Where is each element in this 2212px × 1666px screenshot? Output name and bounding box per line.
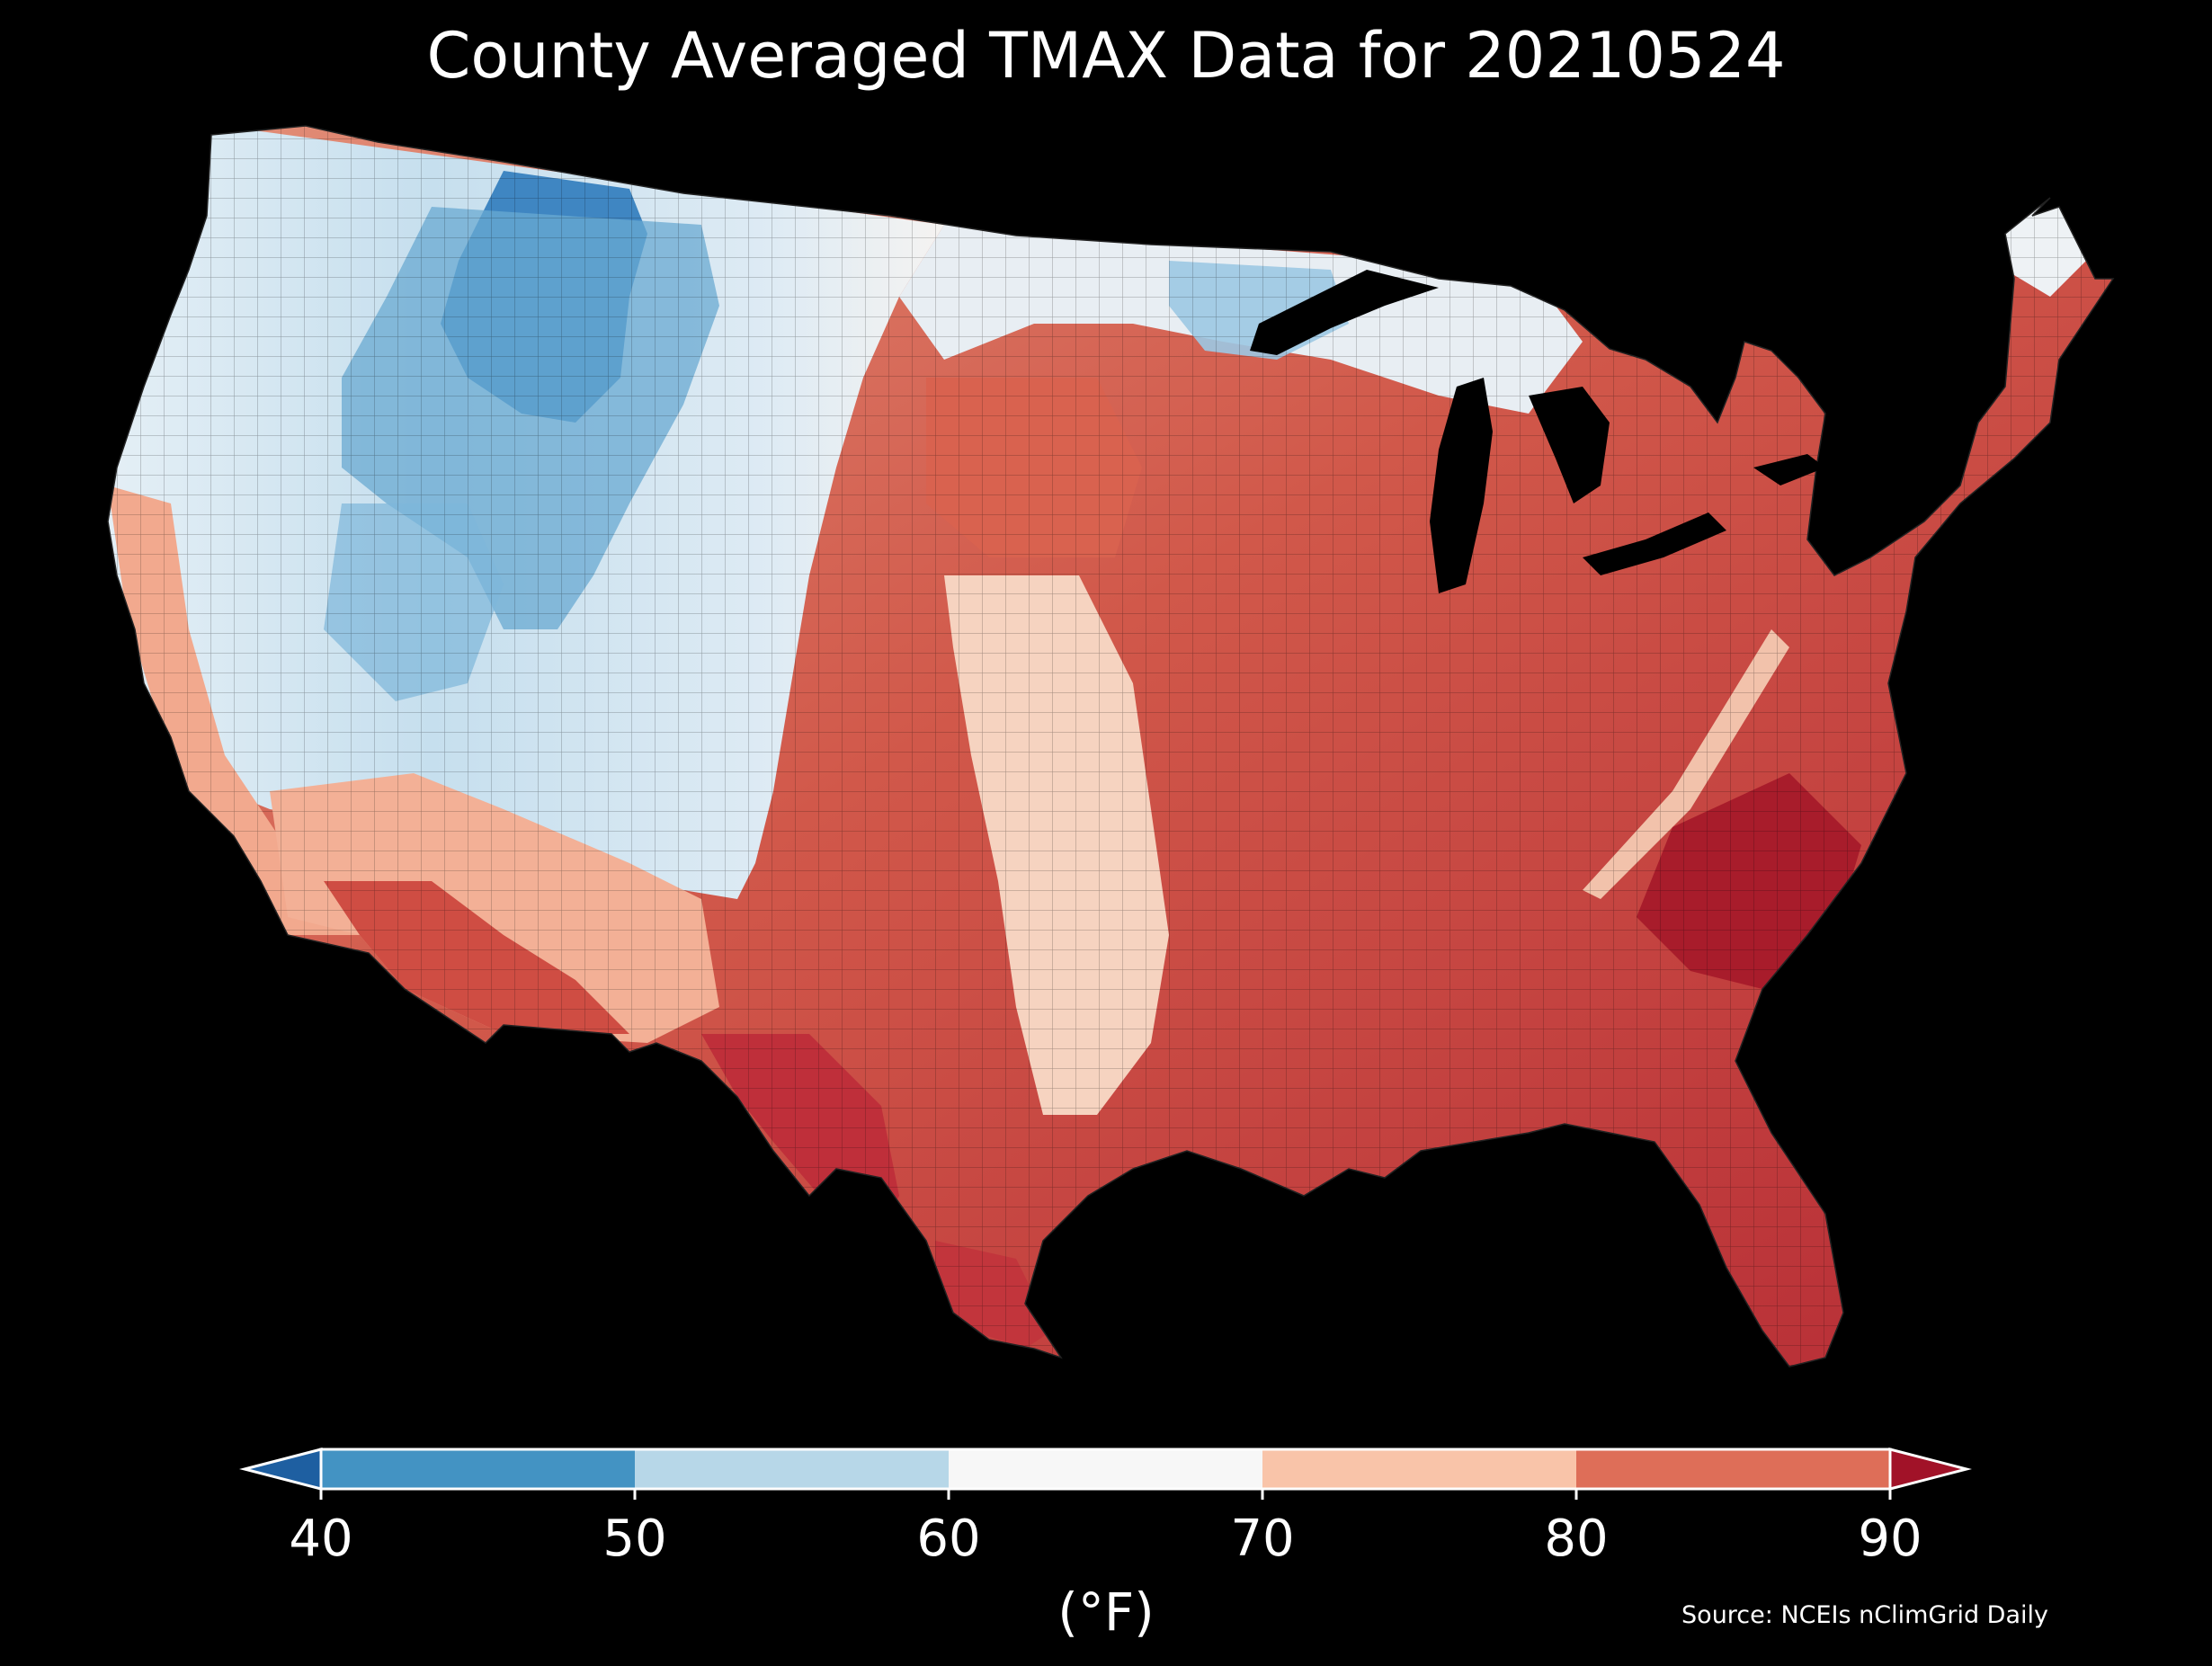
lake-erie (1583, 512, 1726, 575)
source-credit: Source: NCEIs nClimGrid Daily (1681, 1601, 2048, 1629)
lake-superior (1250, 270, 1439, 355)
colorbar-units-label: (°F) (1057, 1581, 1155, 1643)
colorbar-tick-label: 50 (602, 1510, 667, 1568)
colorbar-over-extension (1888, 1448, 1972, 1491)
colorbar-tick-label: 90 (1858, 1510, 1922, 1568)
colorbar-bin (321, 1449, 635, 1489)
conus-border (107, 125, 2115, 1368)
colorbar-under-extension (239, 1448, 323, 1491)
colorbar-bin (1576, 1449, 1890, 1489)
colorbar-tick-label: 60 (916, 1510, 981, 1568)
colorbar-bin (1262, 1449, 1576, 1489)
colorbar-bin (635, 1449, 949, 1489)
colorbar (239, 1448, 1972, 1500)
lake-huron (1529, 387, 1610, 503)
upstate-ny-cool (1834, 342, 1978, 432)
colorbar-tick-label: 80 (1544, 1510, 1609, 1568)
lake-ontario (1753, 454, 1825, 486)
great-lakes (1250, 270, 1825, 593)
map-title: County Averaged TMAX Data for 20210524 (426, 19, 1786, 93)
colorbar-bin (949, 1449, 1262, 1489)
colorbar-ticks (319, 1489, 1892, 1500)
colorbar-frame (319, 1448, 1892, 1491)
us-county-temperature-map (107, 125, 2115, 1368)
colorbar-tick-label: 40 (289, 1510, 353, 1568)
lake-michigan (1430, 378, 1493, 593)
conus-outline (108, 126, 2113, 1367)
colorbar-tick-label: 70 (1230, 1510, 1295, 1568)
